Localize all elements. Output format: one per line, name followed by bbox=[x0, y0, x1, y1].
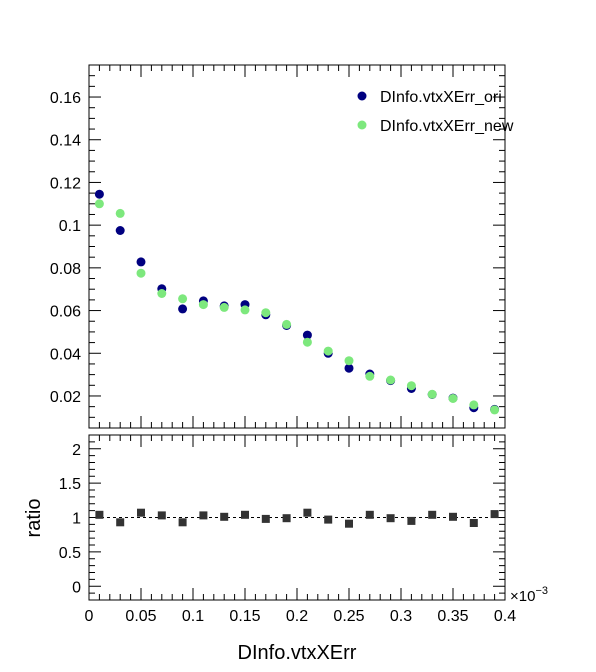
new-data-point bbox=[469, 400, 479, 410]
main-y-tick-label: 0.16 bbox=[50, 90, 81, 107]
main-data-points bbox=[94, 189, 500, 415]
ori-data-point bbox=[94, 189, 104, 199]
ratio-data-point bbox=[261, 514, 270, 523]
new-data-point bbox=[490, 405, 500, 415]
new-data-point bbox=[94, 199, 104, 209]
ratio-data-point bbox=[469, 519, 478, 527]
ratio-y-tick-label: 2 bbox=[72, 442, 81, 459]
new-data-point bbox=[344, 356, 354, 366]
new-data-point bbox=[240, 305, 250, 315]
new-data-point bbox=[178, 294, 188, 304]
ori-data-point bbox=[115, 226, 125, 235]
main-y-tick-label: 0.1 bbox=[59, 218, 81, 235]
ratio-data-point bbox=[199, 511, 208, 520]
legend-label-ori: DInfo.vtxXErr_ori bbox=[380, 89, 502, 106]
main-y-tick-label: 0.12 bbox=[50, 175, 81, 192]
ori-data-point bbox=[302, 330, 312, 340]
new-data-point bbox=[219, 302, 229, 312]
main-y-tick-label: 0.02 bbox=[50, 389, 81, 406]
ratio-y-tick-label: 0.5 bbox=[59, 545, 81, 562]
new-data-point bbox=[136, 268, 146, 278]
legend: DInfo.vtxXErr_ori DInfo.vtxXErr_new bbox=[357, 89, 514, 135]
ori-data-point bbox=[136, 257, 146, 267]
ratio-data-point bbox=[428, 510, 437, 519]
new-data-point bbox=[302, 337, 312, 347]
ratio-data-point bbox=[137, 508, 145, 517]
x-tick-label: 0.1 bbox=[182, 608, 204, 625]
x-tick-label: 0.05 bbox=[125, 608, 156, 625]
ratio-data-point bbox=[303, 508, 312, 517]
x-tick-label: 0.35 bbox=[437, 608, 468, 625]
ratio-data-point bbox=[386, 514, 395, 523]
ratio-y-tick-labels: 0 0.5 1 1.5 2 bbox=[59, 442, 81, 597]
ratio-data-point bbox=[241, 510, 249, 519]
x-tick-label: 0.3 bbox=[390, 608, 412, 625]
main-y-tick-label: 0.04 bbox=[50, 346, 81, 363]
x-tick-label: 0.4 bbox=[494, 608, 516, 625]
legend-marker-new bbox=[357, 120, 367, 130]
new-data-point bbox=[365, 371, 375, 381]
ratio-data-point bbox=[116, 518, 125, 527]
ratio-data-point bbox=[365, 510, 374, 519]
new-data-point bbox=[115, 208, 125, 218]
x-scale-factor: ×10−3 bbox=[510, 585, 548, 605]
ratio-data-point bbox=[95, 510, 104, 519]
new-data-point bbox=[323, 346, 333, 356]
ratio-y-tick-label: 1.5 bbox=[59, 476, 81, 493]
new-data-point bbox=[261, 308, 271, 318]
x-tick-label: 0 bbox=[85, 608, 94, 625]
ratio-data-point bbox=[220, 512, 229, 521]
x-tick-label: 0.25 bbox=[333, 608, 364, 625]
ori-data-point bbox=[178, 304, 188, 314]
new-data-point bbox=[448, 394, 458, 403]
ratio-data-point bbox=[345, 519, 353, 528]
new-data-point bbox=[386, 375, 396, 385]
ratio-y-axis-title: ratio bbox=[23, 499, 45, 538]
ratio-data-point bbox=[282, 514, 291, 523]
legend-label-new: DInfo.vtxXErr_new bbox=[380, 118, 514, 135]
new-data-point bbox=[282, 319, 292, 329]
ratio-data-point bbox=[178, 518, 187, 527]
x-tick-label: 0.15 bbox=[229, 608, 260, 625]
ratio-data-point bbox=[157, 511, 166, 520]
main-y-tick-labels: 0.02 0.04 0.06 0.08 0.1 0.12 0.14 0.16 bbox=[50, 90, 81, 406]
ratio-y-tick-label: 0 bbox=[72, 579, 81, 596]
main-y-tick-label: 0.06 bbox=[50, 304, 81, 321]
new-data-point bbox=[157, 289, 167, 298]
main-axis-ticks bbox=[89, 65, 505, 428]
main-y-tick-label: 0.14 bbox=[50, 133, 81, 150]
ratio-axis-ticks bbox=[89, 435, 505, 600]
x-axis-title: DInfo.vtxXErr bbox=[238, 642, 357, 664]
x-tick-labels: 0 0.05 0.1 0.15 0.2 0.25 0.3 0.35 0.4 bbox=[85, 608, 517, 625]
new-data-point bbox=[406, 381, 416, 391]
ratio-data-point bbox=[324, 515, 333, 524]
new-data-point bbox=[427, 389, 437, 399]
ratio-data-point bbox=[407, 516, 416, 525]
x-tick-label: 0.2 bbox=[286, 608, 308, 625]
new-data-point bbox=[198, 300, 208, 310]
ratio-y-tick-label: 1 bbox=[72, 511, 81, 528]
ori-data-point bbox=[344, 363, 354, 373]
ratio-data-point bbox=[490, 510, 499, 519]
main-y-tick-label: 0.08 bbox=[50, 261, 81, 278]
ratio-data-points bbox=[95, 508, 499, 528]
ratio-data-point bbox=[449, 512, 457, 521]
legend-marker-ori bbox=[357, 91, 367, 101]
